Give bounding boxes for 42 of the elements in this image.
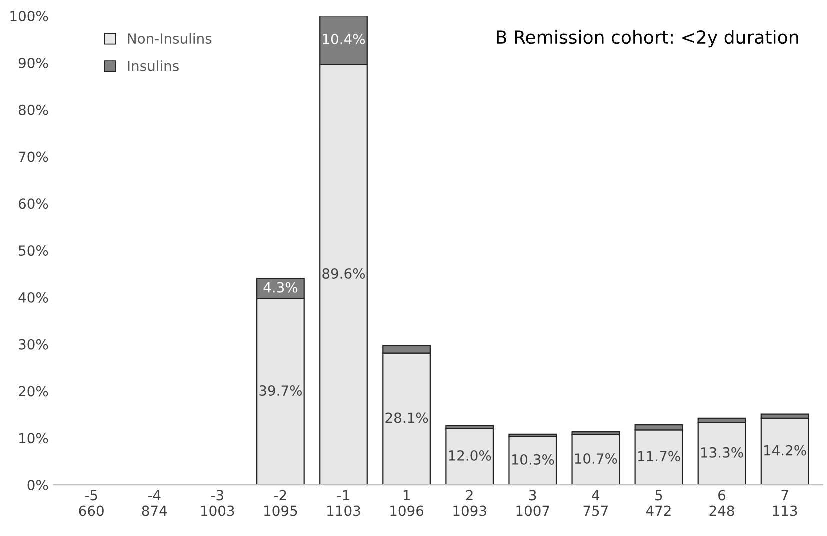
legend-label: Non-Insulins	[128, 33, 212, 44]
x-tick-label: -1 1103	[328, 490, 360, 516]
y-tick-label: 80%	[18, 104, 48, 116]
y-tick-label: 60%	[18, 198, 48, 210]
data-label: 89.6%	[322, 268, 366, 279]
y-tick-label: 20%	[19, 386, 48, 397]
data-label: 39.7%	[260, 386, 302, 396]
x-tick-label: 1 1096	[390, 490, 424, 516]
x-tick-label: -4 874	[142, 490, 168, 516]
x-tick-label: -5 660	[79, 490, 104, 516]
y-tick-label: 90%	[18, 58, 48, 68]
bar	[446, 428, 494, 486]
data-label: 13.3%	[701, 447, 744, 458]
y-tick-label: 100%	[10, 11, 48, 22]
x-tick-label: -2 1095	[264, 490, 298, 516]
data-label: 12.0%	[449, 450, 492, 461]
x-tick-label: 4 757	[584, 490, 608, 516]
x-tick-label: 2 1093	[454, 490, 486, 516]
y-tick-label: 50%	[19, 246, 48, 256]
data-label: 10.3%	[512, 454, 554, 465]
y-tick-label: 40%	[18, 292, 48, 303]
y-tick-label: 30%	[19, 339, 48, 350]
data-label: 4.3%	[264, 282, 298, 293]
data-label: 11.7%	[638, 451, 680, 462]
x-tick-label: 5 472	[646, 490, 671, 516]
data-label: 10.4%	[323, 34, 366, 44]
bar	[508, 436, 558, 486]
y-tick-label: 10%	[20, 433, 48, 444]
legend-label: Insulins	[128, 60, 179, 72]
bar	[698, 422, 746, 486]
y-tick-label: 70%	[19, 152, 48, 162]
text: B Remission cohort: <2y duration	[497, 30, 798, 48]
y-tick-label: 0%	[28, 480, 48, 491]
x-tick-label: -3 1003	[202, 490, 234, 516]
x-tick-label: 7 113	[773, 490, 798, 516]
x-tick-label: 3 1007	[516, 490, 550, 516]
x-tick-label: 6 248	[710, 490, 734, 516]
data-label: 28.1%	[386, 412, 428, 424]
bar	[572, 434, 620, 486]
bar	[760, 418, 810, 486]
data-label: 10.7%	[575, 454, 618, 464]
data-label: 14.2%	[764, 445, 806, 456]
